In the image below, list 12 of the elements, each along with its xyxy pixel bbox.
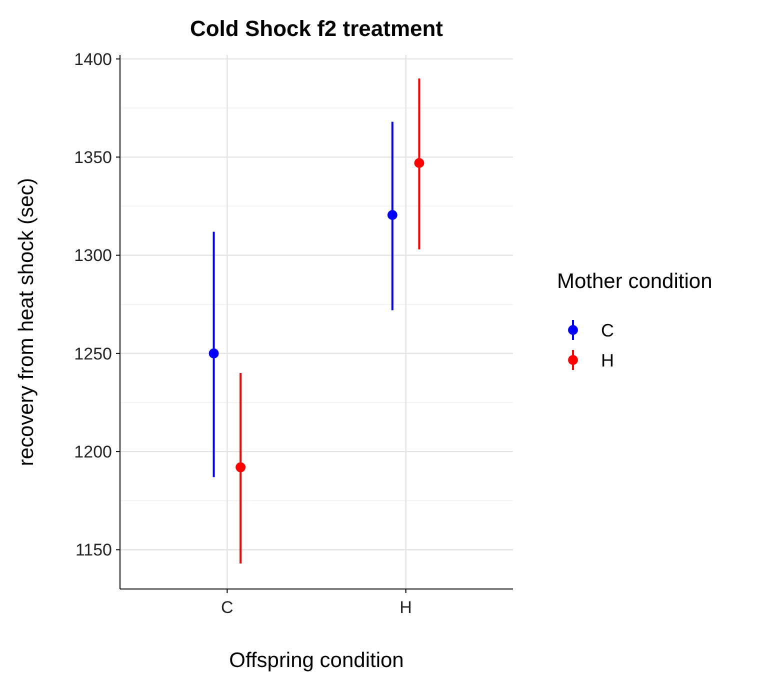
legend-label: C <box>601 320 614 340</box>
legend-label: H <box>601 350 614 370</box>
legend-title: Mother condition <box>557 270 712 293</box>
x-axis-title: Offspring condition <box>229 649 404 672</box>
y-tick-label: 1150 <box>75 540 112 560</box>
y-tick-label: 1200 <box>74 442 112 462</box>
y-tick-label: 1300 <box>74 246 112 266</box>
y-axis-title: recovery from heat shock (sec) <box>15 178 38 466</box>
y-tick-label: 1400 <box>74 50 112 69</box>
y-tick-label: 1350 <box>74 148 112 168</box>
chart-title: Cold Shock f2 treatment <box>190 16 444 41</box>
y-tick-label: 1250 <box>74 344 112 364</box>
